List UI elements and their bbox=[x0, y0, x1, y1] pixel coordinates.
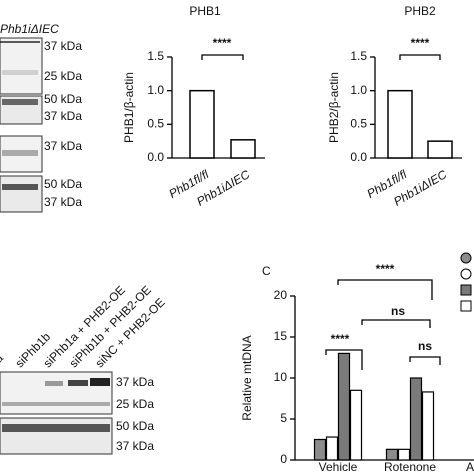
kda-label: 25 kDa bbox=[44, 69, 82, 83]
kda-label: 37 kDa bbox=[116, 375, 154, 389]
y-tick-label: 20 bbox=[274, 288, 288, 302]
bracket bbox=[325, 349, 363, 370]
blot-top bbox=[0, 37, 43, 213]
bar bbox=[313, 438, 327, 461]
kda-label: 50 kDa bbox=[116, 419, 154, 433]
x-tick-label: A bbox=[466, 460, 474, 474]
kda-label: 37 kDa bbox=[44, 109, 82, 123]
legend-symbol bbox=[460, 284, 472, 296]
y-tick-label: 1.5 bbox=[147, 49, 164, 63]
bracket bbox=[409, 356, 441, 365]
legend-symbol bbox=[460, 252, 472, 264]
chart-title: PHB1 bbox=[189, 4, 221, 18]
annotation: ns bbox=[391, 304, 405, 318]
kda-label: 50 kDa bbox=[44, 92, 82, 106]
legend-symbol bbox=[460, 300, 472, 312]
bar bbox=[385, 448, 399, 461]
bar bbox=[325, 436, 339, 461]
y-tick-label: 1.0 bbox=[350, 83, 367, 97]
chart-title: PHB2 bbox=[404, 4, 436, 18]
y-tick-label: 0.5 bbox=[147, 117, 164, 131]
kda-label: 25 kDa bbox=[116, 397, 154, 411]
lane-label: 1a bbox=[0, 351, 6, 371]
y-axis-label: Relative mtDNA bbox=[240, 335, 254, 420]
y-tick-label: 0.5 bbox=[350, 117, 367, 131]
bar bbox=[230, 139, 256, 159]
annotation: **** bbox=[213, 36, 232, 50]
bar bbox=[427, 140, 453, 159]
y-tick-label: 0.0 bbox=[350, 150, 367, 164]
blot-header: Phb1iΔIEC bbox=[0, 22, 59, 36]
bar bbox=[409, 377, 423, 461]
panel-label: C bbox=[262, 264, 271, 278]
kda-label: 50 kDa bbox=[44, 177, 82, 191]
bracket bbox=[201, 54, 244, 60]
bracket bbox=[399, 54, 441, 60]
bar bbox=[337, 352, 351, 461]
kda-label: 37 kDa bbox=[116, 439, 154, 453]
y-tick-label: 1.5 bbox=[350, 49, 367, 63]
kda-label: 37 kDa bbox=[44, 139, 82, 153]
y-tick-label: 0 bbox=[280, 452, 287, 466]
annotation: **** bbox=[411, 36, 430, 50]
kda-label: 37 kDa bbox=[44, 39, 82, 53]
blot-bottom bbox=[0, 371, 113, 455]
annotation: **** bbox=[376, 262, 395, 276]
y-tick-label: 10 bbox=[274, 370, 288, 384]
y-tick-label: 1.0 bbox=[147, 83, 164, 97]
y-tick-label: 15 bbox=[274, 329, 288, 343]
bar bbox=[349, 389, 363, 461]
bar bbox=[189, 89, 215, 159]
y-axis-label: PHB2/β-actin bbox=[327, 72, 341, 143]
bracket bbox=[337, 279, 433, 300]
y-tick-label: 0.0 bbox=[147, 150, 164, 164]
bar bbox=[387, 89, 413, 159]
kda-label: 37 kDa bbox=[44, 195, 82, 209]
y-tick-label: 5 bbox=[280, 411, 287, 425]
x-tick-label: Rotenone bbox=[384, 460, 436, 474]
annotation: **** bbox=[331, 332, 350, 346]
bracket bbox=[361, 319, 431, 328]
y-axis-label: PHB1/β-actin bbox=[122, 72, 136, 143]
bar bbox=[421, 391, 435, 461]
annotation: ns bbox=[418, 339, 432, 353]
bar bbox=[397, 448, 411, 461]
legend-symbol bbox=[460, 268, 472, 280]
x-tick-label: Vehicle bbox=[319, 460, 358, 474]
